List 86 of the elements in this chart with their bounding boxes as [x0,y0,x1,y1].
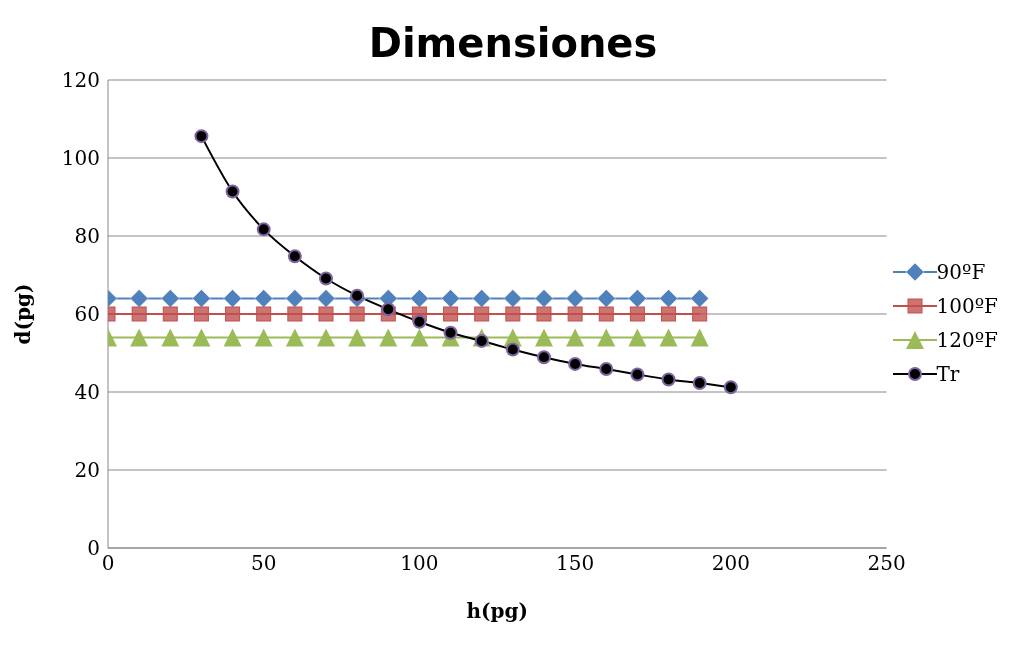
point [254,289,273,308]
point [161,328,180,347]
point [318,271,333,286]
point [223,328,242,347]
legend-label: 100ºF [936,294,998,318]
x-tick-label: 50 [250,551,277,576]
point [536,306,552,322]
point [285,328,304,347]
y-axis-title: d(pg) [11,283,36,345]
y-tick-label: 80 [74,224,100,249]
point [130,328,149,347]
point [441,289,460,308]
point [630,367,645,382]
point [690,328,709,347]
point [443,306,459,322]
point [381,302,396,317]
point [348,328,367,347]
point [256,306,272,322]
legend-label: Tr [936,362,960,386]
y-tick-label: 60 [74,302,100,327]
point [287,306,303,322]
point [659,328,678,347]
x-tick-label: 250 [867,551,906,576]
point [193,306,209,322]
point [379,328,398,347]
point [505,342,520,357]
point [129,289,149,308]
point [534,328,553,347]
point [629,306,645,322]
point [661,372,676,387]
y-tick-label: 40 [74,380,100,405]
point [254,328,273,347]
y-tick-label: 20 [74,458,100,483]
point [192,289,211,308]
point [505,306,521,322]
point [628,328,647,347]
point [316,289,336,308]
point [287,249,302,264]
point [565,289,585,308]
point [225,306,241,322]
point [349,306,365,322]
point [661,306,677,322]
point [194,129,209,144]
point [597,289,616,308]
point [503,289,523,308]
point [162,306,178,322]
point [318,306,334,322]
point [443,325,458,340]
point [598,306,614,322]
point [599,361,614,376]
point [597,328,616,347]
point [567,306,583,322]
point [412,314,427,329]
point [161,289,180,308]
x-tick-label: 150 [556,551,595,576]
point [256,222,271,237]
point [568,356,583,371]
point [131,306,147,322]
point [536,350,551,365]
point [692,376,707,391]
point [566,328,585,347]
point [192,328,211,347]
point [410,289,429,308]
point [474,333,489,348]
x-tick-label: 200 [711,551,750,576]
legend-label: 90ºF [936,260,986,284]
point [723,380,738,395]
y-tick-label: 100 [61,146,100,171]
point [350,288,365,303]
point [474,306,490,322]
x-tick-label: 100 [400,551,439,576]
point [285,289,305,308]
point [223,289,242,308]
point [628,289,647,308]
point [692,306,708,322]
point [225,184,240,199]
point [690,289,709,308]
y-tick-label: 120 [61,68,100,93]
point [316,328,335,347]
point [410,328,429,347]
legend-label: 120ºF [936,328,998,352]
point [659,289,678,308]
point [472,289,491,308]
chart-title: Dimensiones [367,20,659,66]
point [534,289,554,308]
x-axis-title: h(pg) [466,599,528,623]
